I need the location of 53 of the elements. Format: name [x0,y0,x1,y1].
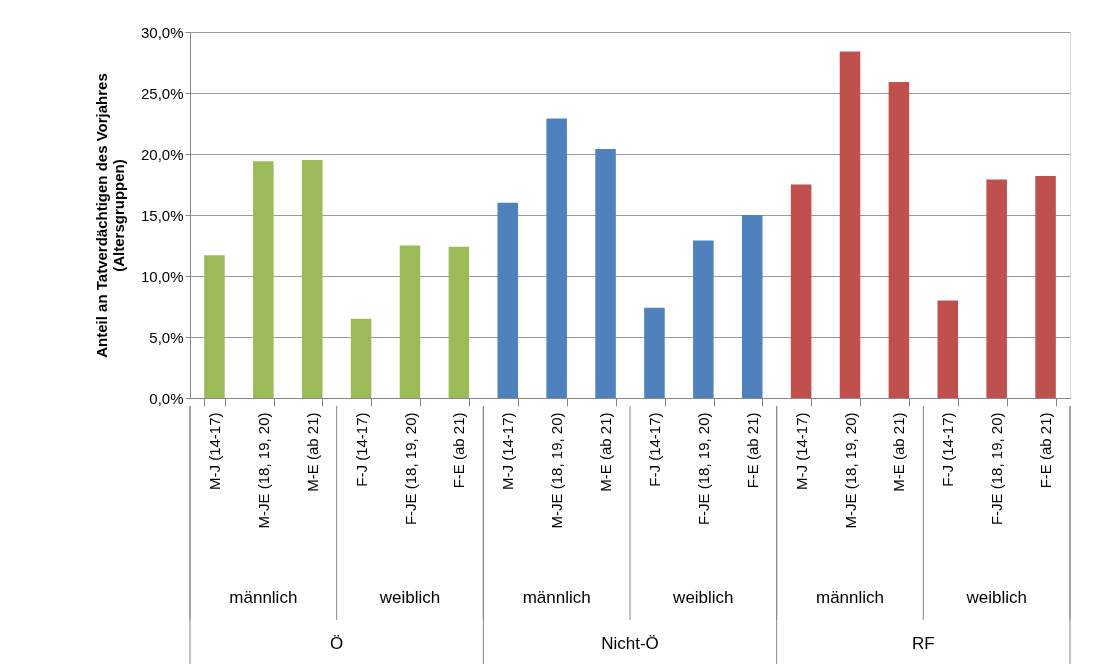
x-tick-label: F-E (ab 21) [450,412,468,489]
x-tick-label: F-JE (18, 19, 20) [401,412,419,526]
x-tick-label: M-J (14-17) [499,412,517,491]
text: weiblich [672,588,734,607]
bar [937,300,959,398]
bar [301,160,323,398]
x-tick-label: M-E (ab 21) [303,412,321,492]
x-tick-label: F-E (ab 21) [1037,412,1055,489]
x-tick-label: F-J (14-17) [939,412,957,487]
x-tick-label: M-E (ab 21) [597,412,615,492]
bar [204,255,225,398]
y-tick-label: 20,0% [140,145,184,163]
bar [448,246,470,398]
bar [839,51,861,398]
y-tick-label: 10,0% [140,267,184,285]
text: weiblich [965,588,1027,607]
text: Nicht-Ö [601,634,659,653]
text: RF [912,634,935,653]
text: männlich [522,588,591,607]
bar [986,179,1007,398]
text: Ö [330,634,344,653]
y-tick-label: 0,0% [149,389,184,407]
x-tick-label: M-JE (18, 19, 20) [841,412,859,529]
y-tick-label: 15,0% [140,206,184,224]
bar [644,307,665,398]
y-tick-label: 30,0% [140,23,184,41]
x-tick-label: M-J (14-17) [205,412,223,491]
bar [399,245,421,398]
x-tick-label: M-J (14-17) [792,412,810,491]
text: männlich [229,588,298,607]
bar [1035,175,1056,398]
x-tick-label: F-J (14-17) [352,412,370,487]
bar [497,202,519,398]
x-tick-label: M-JE (18, 19, 20) [548,412,566,529]
y-tick-label: 5,0% [149,328,184,346]
x-tick-label: F-J (14-17) [645,412,663,487]
text: weiblich [378,588,441,607]
bar [595,149,616,398]
y-axis-title: Anteil an Tatverdächtigen des Vorjahres (Altersgruppen) [92,73,127,358]
x-tick-label: M-E (ab 21) [890,412,908,492]
bar [790,184,812,398]
x-tick-label: F-JE (18, 19, 20) [988,412,1006,526]
x-tick-label: M-JE (18, 19, 20) [254,412,272,529]
bar [888,82,910,398]
x-tick-label: F-JE (18, 19, 20) [694,412,712,526]
bar [546,118,567,398]
bar [741,215,763,398]
y-tick-label: 25,0% [140,84,184,102]
bar [693,240,714,398]
x-tick-label: F-E (ab 21) [743,412,761,489]
text: männlich [815,588,885,607]
bar [253,161,274,398]
bar [350,318,372,398]
